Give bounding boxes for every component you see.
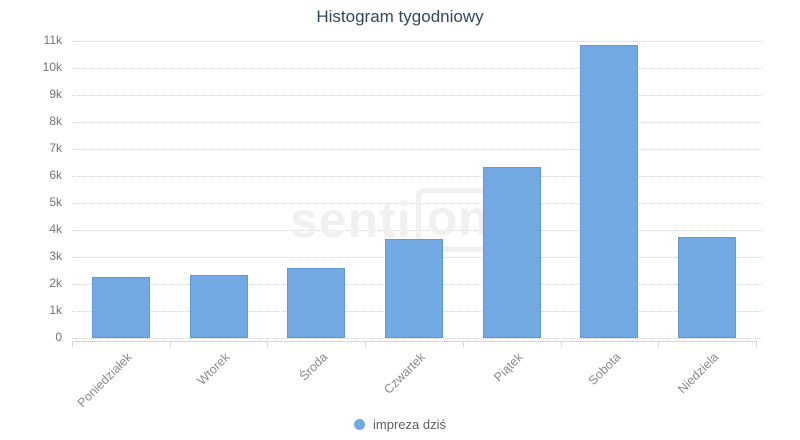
y-axis-tick-label: 7k bbox=[49, 141, 62, 155]
bar-sobota[interactable] bbox=[580, 45, 639, 338]
y-axis-tick-label: 3k bbox=[49, 249, 62, 263]
watermark: senti one bbox=[290, 188, 530, 269]
gridline bbox=[72, 149, 762, 150]
x-axis-tick bbox=[658, 341, 660, 347]
bar-poniedziałek[interactable] bbox=[91, 277, 150, 338]
y-axis-tick-label: 9k bbox=[49, 87, 62, 101]
y-axis-tick-label: 5k bbox=[49, 195, 62, 209]
legend-label: impreza dziś bbox=[373, 417, 446, 432]
gridline bbox=[72, 338, 762, 339]
y-axis-tick-label: 11k bbox=[43, 33, 62, 47]
y-axis-tick-label: 6k bbox=[49, 168, 62, 182]
x-axis-tick bbox=[560, 341, 562, 347]
y-axis-tick-label: 2k bbox=[49, 276, 62, 290]
x-axis-line bbox=[72, 341, 756, 342]
bar-wtorek[interactable] bbox=[189, 274, 248, 338]
y-axis-tick-label: 4k bbox=[49, 222, 62, 236]
x-axis-tick bbox=[72, 341, 73, 347]
watermark-text-left: senti bbox=[290, 192, 412, 248]
x-axis-tick bbox=[267, 341, 269, 347]
x-axis-category-label: Niedziela bbox=[674, 350, 722, 397]
gridline bbox=[72, 176, 762, 177]
y-axis-tick-label: 1k bbox=[49, 303, 62, 317]
bar-środa[interactable] bbox=[287, 267, 346, 338]
y-axis-tick-label: 10k bbox=[42, 60, 62, 74]
y-axis-tick-label: 0 bbox=[55, 330, 62, 344]
x-axis-category-label: Wtorek bbox=[194, 350, 233, 388]
x-axis-tick bbox=[365, 341, 367, 347]
x-axis-category-label: Sobota bbox=[585, 350, 624, 388]
gridline bbox=[72, 41, 762, 42]
x-axis-tick bbox=[462, 341, 464, 347]
bar-czwartek[interactable] bbox=[385, 239, 443, 338]
gridline bbox=[72, 68, 762, 69]
gridline bbox=[72, 95, 762, 96]
y-axis-tick-label: 8k bbox=[49, 114, 62, 128]
x-axis-category-label: Poniedziałek bbox=[74, 350, 135, 411]
legend-item[interactable]: impreza dziś bbox=[0, 417, 800, 432]
gridline bbox=[72, 122, 762, 123]
x-axis-tick bbox=[756, 341, 757, 347]
bar-piątek[interactable] bbox=[482, 166, 541, 338]
bar-niedziela[interactable] bbox=[678, 236, 737, 338]
x-axis-category-label: Piątek bbox=[491, 350, 526, 385]
x-axis-category-label: Środa bbox=[296, 350, 331, 384]
legend-marker-icon bbox=[354, 419, 366, 430]
x-axis-tick bbox=[169, 341, 171, 347]
chart-title: Histogram tygodniowy bbox=[316, 7, 484, 26]
x-axis-category-label: Czwartek bbox=[381, 350, 428, 397]
